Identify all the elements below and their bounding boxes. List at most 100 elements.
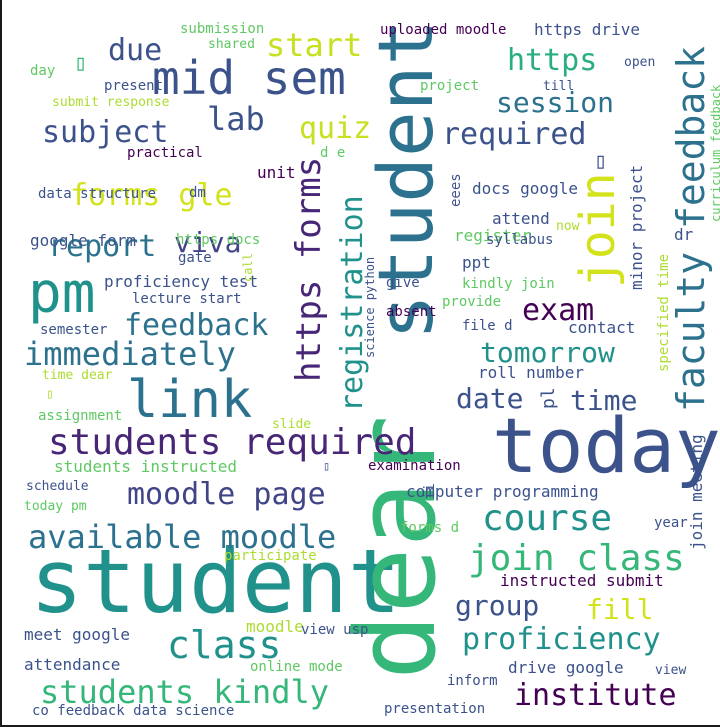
word-assignment: assignment <box>38 408 122 424</box>
word-quiz: quiz <box>299 111 371 146</box>
word-contact: contact <box>568 318 635 337</box>
word-now: now <box>556 219 580 234</box>
word-students-instructed: students instructed <box>54 457 237 476</box>
word-date: date <box>456 382 523 415</box>
word-today: today <box>492 401 720 490</box>
word-present: present <box>104 78 163 94</box>
word-instructed-submit: instructed submit <box>500 571 664 590</box>
word-due: due <box>108 33 162 68</box>
word-glyph: ▯ <box>46 387 54 402</box>
word-institute: institute <box>514 678 677 713</box>
word-register: register <box>454 226 531 245</box>
word-attend: attend <box>492 209 550 228</box>
word-forms-gle: forms gle <box>70 178 233 213</box>
word-project: project <box>420 78 479 94</box>
word-subject: subject <box>42 115 168 150</box>
word-fill: fill <box>586 593 653 626</box>
word-moodle: moodle <box>246 617 304 636</box>
word-class: class <box>167 623 281 667</box>
word-provide: provide <box>442 294 501 310</box>
word-forms-d: forms d <box>400 520 459 536</box>
word-specified-time: specified time <box>656 254 672 372</box>
word-student: student <box>361 20 450 340</box>
word-d-e: d e <box>320 145 345 161</box>
word-file-d: file d <box>462 318 513 334</box>
word-semester: semester <box>40 322 107 338</box>
word-glyph: ▯ <box>594 149 607 174</box>
word-attendance: attendance <box>24 655 120 674</box>
word-proficiency: proficiency <box>462 622 661 657</box>
word-viva: viva <box>174 226 241 259</box>
word-absent: absent <box>386 304 437 320</box>
word-pm: pm <box>28 261 95 326</box>
word-link: link <box>127 370 252 430</box>
word-curriculum-feedback: curriculum feedback <box>709 84 720 222</box>
word-online-mode: online mode <box>250 659 343 675</box>
word-submission: submission <box>180 21 264 37</box>
word-faculty-feedback: faculty feedback <box>669 46 713 412</box>
word-session: session <box>496 86 614 119</box>
word-unit: unit <box>257 163 296 182</box>
word-open: open <box>624 55 655 70</box>
word-eees: eees <box>448 173 464 207</box>
word-https-drive: https drive <box>534 20 640 39</box>
word-call: call <box>241 253 255 282</box>
word-student: student <box>30 530 401 633</box>
word-immediately: immediately <box>24 335 236 373</box>
word-syllabus: syllabus <box>486 232 553 248</box>
word-ppt: ppt <box>462 253 491 272</box>
word-https-forms: https forms <box>289 157 329 382</box>
word-https: https <box>507 43 597 78</box>
word-pl: pl <box>538 387 559 409</box>
word-inform: inform <box>447 673 498 689</box>
word-gate: gate <box>178 250 212 266</box>
word-mid-sem: mid sem <box>152 51 346 105</box>
word-time: time <box>570 384 637 417</box>
word-lecture-start: lecture start <box>132 291 242 307</box>
word-computer-programming: computer programming <box>406 482 599 501</box>
word-required: required <box>442 117 587 152</box>
word-dear: dear <box>332 415 460 680</box>
word-join-class: join class <box>468 538 685 579</box>
word-till: till <box>543 79 574 94</box>
word-data-structure: data structure <box>38 186 156 202</box>
word-registration: registration <box>335 195 370 412</box>
word-uploaded-moodle: uploaded moodle <box>380 22 506 38</box>
word-today-pm: today pm <box>24 499 87 514</box>
word-google-form: google form <box>30 231 136 250</box>
word-start: start <box>266 26 362 64</box>
word-day: day <box>30 63 55 79</box>
word-proficiency-test: proficiency test <box>104 272 258 291</box>
word-glyph: ▯ <box>74 51 87 76</box>
word-co-feedback-data-science: co feedback data science <box>32 703 234 719</box>
word-join: join <box>570 172 626 288</box>
word-examination: examination <box>368 458 461 474</box>
word-dm: dm <box>189 185 206 201</box>
word-docs-google: docs google <box>472 179 578 198</box>
word-moodle-page: moodle page <box>127 477 326 512</box>
word-students-kindly: students kindly <box>40 673 329 711</box>
word-shared: shared <box>208 37 255 52</box>
word-presentation: presentation <box>384 701 485 717</box>
word-course: course <box>482 498 612 539</box>
word-exam: exam <box>522 293 594 328</box>
word-give: give <box>386 275 420 291</box>
word-feedback: feedback <box>124 308 269 343</box>
word-ii: ii <box>422 483 438 500</box>
word-lab: lab <box>207 100 265 138</box>
word-schedule: schedule <box>26 479 89 494</box>
word-https-docs: https docs <box>176 232 260 248</box>
word-minor-project: minor project <box>627 165 646 290</box>
word-available-moodle: available moodle <box>28 518 336 556</box>
word-practical: practical <box>127 145 203 161</box>
word-drive-google: drive google <box>508 658 624 677</box>
word-report: report <box>48 229 156 264</box>
word-meet-google: meet google <box>24 625 130 644</box>
word-tomorrow: tomorrow <box>480 336 615 369</box>
word-dr: dr <box>674 225 694 244</box>
word-view: view <box>655 663 686 678</box>
word-time-dear: time dear <box>42 368 113 383</box>
word-submit-response: submit response <box>52 95 170 110</box>
word-participate: participate <box>224 548 317 564</box>
